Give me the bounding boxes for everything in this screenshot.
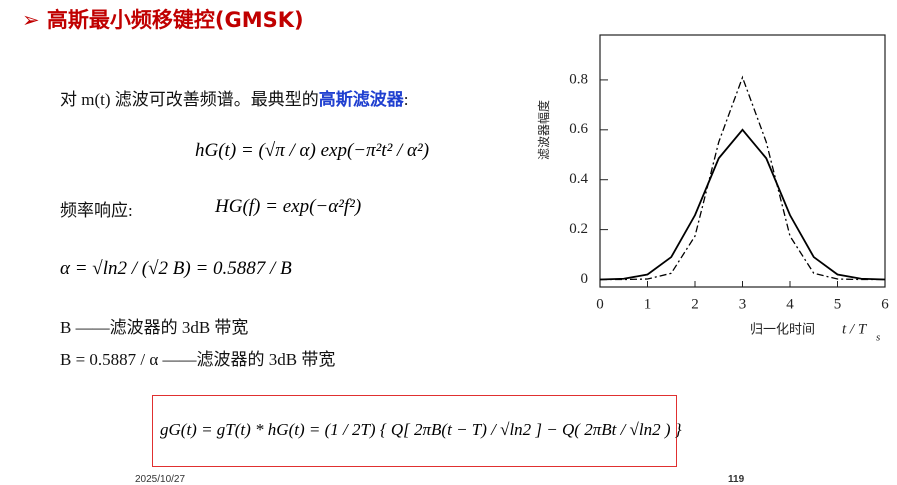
- y-tick-label: 0: [581, 271, 589, 287]
- x-tick-label: 2: [691, 296, 699, 312]
- impulse-formula: hG(t) = (√π / α) exp(−π²t² / α²): [195, 140, 430, 161]
- y-tick-label: 0.2: [569, 221, 588, 237]
- series-line: [600, 75, 885, 281]
- freq-label: 频率响应:: [60, 201, 133, 220]
- x-tick-label: 0: [596, 296, 604, 312]
- y-tick-label: 0.6: [569, 121, 588, 137]
- x-axis-label: 归一化时间: [750, 323, 815, 338]
- intro-line: 对 m(t) 滤波可改善频谱。最典型的高斯滤波器:: [60, 85, 409, 110]
- date: 2025/10/27: [135, 474, 186, 485]
- intro: 对 m(t) 滤波可改善频谱。最典型的: [60, 90, 319, 109]
- x-axis-subscript: s: [876, 332, 880, 344]
- x-tick-label: 4: [786, 296, 794, 312]
- x-tick-label: 5: [834, 296, 842, 312]
- series-line: [599, 128, 886, 281]
- bandwidth-line: B = 0.5887 / α ——滤波器的 3dB 带宽: [60, 350, 336, 369]
- x-tick-label: 3: [739, 296, 747, 312]
- intro-end: :: [403, 90, 409, 109]
- intro-highlight: 高斯滤波器: [318, 90, 404, 110]
- chart: 滤波器幅度 归一化时间 t / T s 0 0.2 0.4 0.6 0.8 0 1 2 3 4 5 6: [536, 34, 889, 344]
- y-tick-label: 0.4: [569, 171, 588, 187]
- y-axis-label: 滤波器幅度: [536, 100, 551, 160]
- slide-title: ➢ 高斯最小频移键控(GMSK): [22, 8, 304, 32]
- alpha-formula: α = √ln2 / (√2 B) = 0.5887 / B: [60, 258, 292, 279]
- freq-formula: HG(f) = exp(−α²f²): [215, 196, 362, 217]
- plot-frame: [599, 34, 886, 288]
- bandwidth-line: B ——滤波器的 3dB 带宽: [60, 318, 249, 337]
- x-tick-label: 6: [881, 296, 889, 312]
- y-tick-label: 0.8: [569, 71, 588, 87]
- formula-box: [152, 395, 677, 467]
- x-axis-symbol: t / T: [842, 321, 868, 337]
- x-tick-label: 1: [644, 296, 652, 312]
- boxed-formula: gG(t) = gT(t) * hG(t) = (1 / 2T) { Q[ 2π…: [160, 420, 682, 439]
- page-number: 119: [728, 474, 745, 485]
